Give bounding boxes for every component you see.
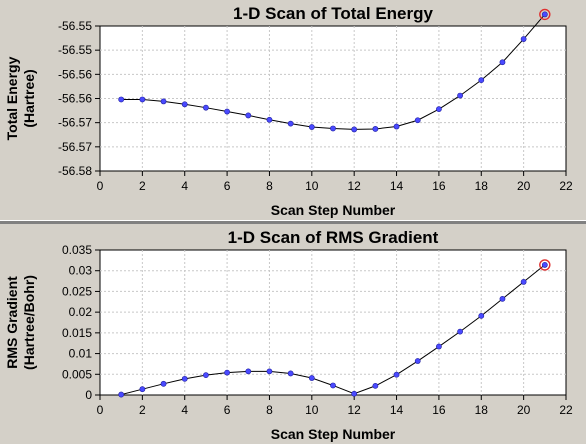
gradient-y-tick-label: 0.005	[62, 367, 92, 381]
energy-data-point	[351, 126, 358, 133]
energy-y-tick-label: -56.57	[58, 116, 92, 130]
gradient-x-tick-label: 6	[224, 403, 231, 417]
gradient-data-point	[541, 262, 548, 268]
energy-x-tick-label: 12	[348, 179, 362, 193]
energy-x-tick-label: 14	[390, 179, 404, 193]
energy-x-tick-label: 10	[305, 179, 319, 193]
energy-y-tick-label: -56.58	[58, 164, 92, 178]
gradient-plot-area	[99, 249, 567, 396]
gradient-x-tick-label: 10	[305, 403, 319, 417]
gradient-x-tick-label: 12	[348, 403, 362, 417]
energy-data-point	[266, 116, 273, 123]
gradient-x-tick-label: 0	[97, 403, 104, 417]
gradient-y-tick-label: 0.02	[69, 305, 93, 319]
energy-data-point	[139, 96, 146, 103]
gradient-y-tick-label: 0.03	[69, 264, 93, 278]
gradient-x-tick-label: 8	[266, 403, 273, 417]
energy-y-tick-label: -56.56	[58, 92, 92, 106]
energy-data-point	[393, 123, 400, 130]
gradient-data-point	[457, 328, 463, 335]
gradient-chart: 1-D Scan of RMS Gradient 0 2 4 6 8 10 12 14 16 18 2…	[4, 228, 573, 442]
energy-chart-panel: 1-D Scan of Total Energy 0 2 4 6 8 10 12 14 16 18 2…	[0, 0, 586, 220]
gradient-data-point	[520, 279, 527, 285]
gradient-y-axis-label: RMS Gradient	[4, 276, 20, 369]
panel-divider[interactable]	[0, 220, 586, 224]
gradient-data-point	[478, 312, 485, 319]
gradient-data-point	[393, 371, 400, 378]
energy-x-tick-label: 8	[266, 179, 273, 193]
gradient-x-tick-label: 16	[432, 403, 446, 417]
energy-data-point	[372, 126, 379, 132]
energy-current-point-marker	[539, 8, 551, 21]
energy-y-tick-label: -56.56	[58, 67, 92, 81]
gradient-x-tick-label: 22	[559, 403, 573, 417]
gradient-x-axis-label: Scan Step Number	[271, 426, 396, 442]
gradient-data-point	[139, 386, 146, 393]
energy-x-tick-label: 2	[139, 179, 146, 193]
energy-x-tick-label: 6	[224, 179, 231, 193]
energy-data-point	[330, 125, 336, 132]
gradient-data-point	[203, 372, 209, 379]
energy-data-point	[457, 92, 463, 99]
energy-x-tick-label: 22	[559, 179, 573, 193]
energy-chart: 1-D Scan of Total Energy 0 2 4 6 8 10 12 14 16 18 2…	[4, 4, 573, 218]
gradient-y-axis-units: (Hartree/Bohr)	[21, 275, 37, 370]
energy-data-point	[224, 108, 230, 115]
gradient-current-point-marker	[539, 259, 551, 271]
energy-data-point	[308, 124, 315, 130]
energy-data-point	[160, 98, 167, 105]
gradient-x-tick-label: 2	[139, 403, 146, 417]
gradient-x-tick-label: 14	[390, 403, 404, 417]
energy-y-axis-label: Total Energy	[4, 56, 20, 140]
energy-y-tick-label: -56.57	[58, 140, 92, 154]
energy-x-tick-label: 20	[517, 179, 531, 193]
gradient-chart-title: 1-D Scan of RMS Gradient	[228, 228, 439, 247]
energy-data-point	[499, 59, 506, 66]
gradient-data-point	[330, 382, 336, 389]
energy-x-axis-label: Scan Step Number	[271, 202, 396, 218]
energy-data-point	[287, 120, 294, 127]
gradient-data-point	[266, 368, 273, 375]
energy-y-tick-label: -56.55	[58, 43, 92, 57]
gradient-data-point	[372, 382, 379, 389]
energy-data-point	[414, 117, 421, 124]
gradient-data-point	[245, 368, 252, 375]
energy-x-tick-label: 4	[181, 179, 188, 193]
energy-chart-title: 1-D Scan of Total Energy	[233, 4, 433, 23]
gradient-x-tick-label: 18	[475, 403, 489, 417]
energy-x-tick-label: 18	[475, 179, 489, 193]
gradient-data-point	[414, 358, 421, 364]
gradient-chart-panel: 1-D Scan of RMS Gradient 0 2 4 6 8 10 12 14 16 18 2…	[0, 224, 586, 444]
gradient-data-point	[224, 369, 230, 376]
energy-x-tick-label: 0	[97, 179, 104, 193]
energy-data-point	[478, 77, 485, 84]
energy-y-tick-label: -56.55	[58, 19, 92, 33]
energy-data-point	[520, 36, 527, 42]
gradient-x-tick-label: 4	[181, 403, 188, 417]
gradient-data-point	[436, 343, 442, 350]
energy-data-point	[181, 101, 188, 108]
gradient-y-tick-label: 0.01	[69, 347, 93, 361]
energy-x-tick-label: 16	[432, 179, 446, 193]
gradient-y-tick-label: 0.035	[62, 243, 92, 257]
gradient-data-point	[160, 380, 167, 387]
energy-y-axis-units: (Hartree)	[21, 69, 37, 127]
energy-data-point	[541, 11, 548, 18]
gradient-data-point	[118, 391, 125, 398]
gradient-data-point	[308, 375, 315, 381]
gradient-data-point	[287, 370, 294, 377]
gradient-y-tick-label: 0	[85, 388, 92, 402]
gradient-y-tick-label: 0.025	[62, 284, 92, 298]
energy-data-point	[203, 104, 209, 111]
energy-data-point	[436, 106, 442, 113]
gradient-data-point	[351, 390, 358, 397]
gradient-data-point	[181, 375, 188, 382]
gradient-data-point	[499, 295, 506, 302]
gradient-y-tick-label: 0.015	[62, 326, 92, 340]
gradient-x-tick-label: 20	[517, 403, 531, 417]
energy-data-point	[245, 112, 252, 119]
energy-data-point	[118, 96, 125, 103]
